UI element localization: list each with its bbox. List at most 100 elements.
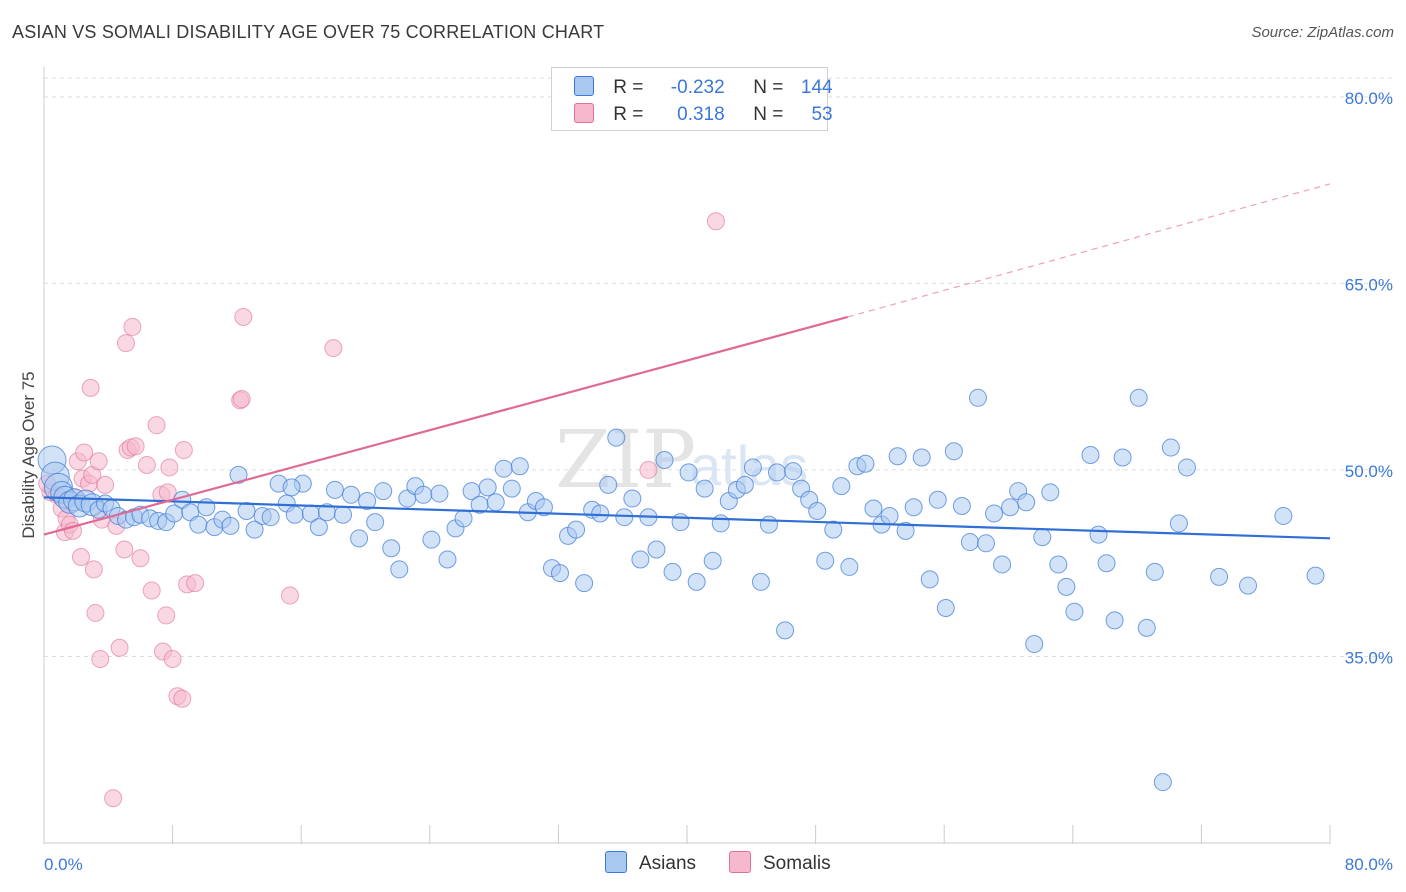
asians-point [968,388,987,407]
asians-point [679,463,698,482]
somalis-point [147,416,166,435]
asians-point [414,485,433,504]
asians-point [430,484,449,503]
asians-point [751,572,770,591]
asians-point [221,516,240,535]
asians-point [1001,498,1020,517]
asians-point [309,518,328,537]
asians-point [333,505,352,524]
y-tick-label: 80.0% [1345,89,1393,108]
asians-point [840,557,859,576]
asians-point [1129,388,1148,407]
asians-n-value: 144 [800,77,833,98]
asians-point [551,564,570,583]
asians-point [1274,506,1293,525]
legend-n-label: N = [753,104,784,125]
somalis-point [86,603,105,622]
somalis-point [160,458,179,477]
asians-point [1041,483,1060,502]
somalis-point [157,606,176,625]
asians-point [655,450,674,469]
asians-point [607,428,626,447]
asians-point [1049,555,1068,574]
asians-point [237,501,256,520]
asians-point [245,520,264,539]
asians-point [856,454,875,473]
somalis-n-value: 53 [811,104,833,125]
somalis-trend-line [43,315,849,536]
somalis-point [639,460,658,479]
asians-point [422,530,441,549]
asians-point [816,551,835,570]
grid-lines [44,77,1395,657]
asians-point [510,457,529,476]
asians-point [960,533,979,552]
asians-point [1137,618,1156,637]
watermark-zip: ZIP [555,413,696,506]
asians-point [282,478,301,497]
asians-point [759,515,778,534]
asians-point [864,499,883,518]
somalis-point [280,586,299,605]
chart-title: ASIAN VS SOMALI DISABILITY AGE OVER 75 C… [12,22,605,42]
asians-point [687,572,706,591]
somalis-point [173,689,192,708]
asians-point [832,477,851,496]
asians-point [768,463,787,482]
somalis-point [163,649,182,668]
asians-point [615,508,634,527]
somalis-point [234,307,253,326]
somalis-point [706,212,725,231]
asians-point [735,475,754,494]
asians-point [350,529,369,548]
asians-point [1065,602,1084,621]
bottom-legend-somalis: Somalis [729,851,831,875]
somalis-swatch [574,103,594,123]
y-tick-label: 35.0% [1345,648,1393,667]
asians-point [1306,566,1325,585]
somalis-trend-extension [847,183,1331,318]
asians-point [261,508,280,527]
legend-row-asians: R = -0.232 N = 144 [574,76,833,98]
asians-point [776,621,795,640]
somalis-point [126,437,145,456]
asians-point [502,479,521,498]
asians-point [976,534,995,553]
somalis-point [75,443,94,462]
somalis-r-value: 0.318 [677,104,725,125]
axes [43,67,1331,844]
asians-point [631,550,650,569]
asians-point [1057,577,1076,596]
asians-point [1153,773,1172,792]
somalis-point [81,378,100,397]
asians-point [936,598,955,617]
asians-point [454,509,473,528]
asians-point [1145,562,1164,581]
asians-point [743,458,762,477]
asians-point [888,447,907,466]
asians-point [1089,525,1108,544]
asians-point [325,480,344,499]
y-tick-label: 65.0% [1345,275,1393,294]
asians-point [374,482,393,501]
asians-point [1177,458,1196,477]
asians-r-value: -0.232 [670,77,725,98]
asians-point [438,550,457,569]
asians-point [695,479,714,498]
asians-point [920,570,939,589]
asians-point [1105,611,1124,630]
x-tick-label: 80.0% [1345,855,1393,874]
y-tick-label: 50.0% [1345,462,1393,481]
asians-point [486,493,505,512]
asians-point [358,492,377,511]
asians-point [599,475,618,494]
asians-point [993,555,1012,574]
somalis-point [89,452,108,471]
asians-trend-line [43,496,1331,540]
asians-point [366,513,385,532]
legend-row-somalis: R = 0.318 N = 53 [574,103,833,125]
somalis-point [104,789,123,808]
somalis-point [186,574,205,593]
asians-point [229,465,248,484]
legend-r-label: R = [613,77,644,98]
